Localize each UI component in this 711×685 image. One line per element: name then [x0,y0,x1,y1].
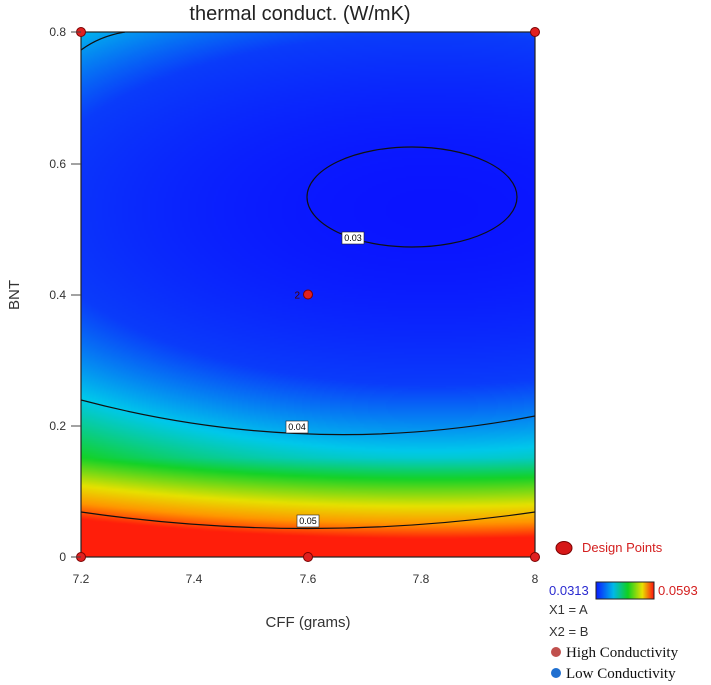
y-tick-label: 0.4 [49,288,66,302]
plot-area: 0.03 0.04 0.05 2 [76,27,540,562]
design-point [303,289,313,300]
contour-line-0.05 [81,511,535,530]
svg-text:0.04: 0.04 [288,422,306,432]
y-axis: 0 0.2 0.4 0.6 0.8 BNT [6,25,81,564]
legend-high-conductivity: High Conductivity [551,645,679,661]
x-tick-label: 7.8 [413,572,430,586]
x-tick-label: 7.2 [73,572,90,586]
design-point-count-label: 2 [294,291,300,302]
design-point [303,552,313,562]
legend-x2: X2 = B [549,624,588,639]
contour-label-0.03: 0.03 [341,231,365,245]
design-point [530,552,540,562]
color-scale-max: 0.0593 [658,583,698,598]
y-axis-label: BNT [6,280,23,310]
legend-low-conductivity: Low Conductivity [551,666,676,682]
contour-label-0.04: 0.04 [285,420,309,434]
design-point-marker-icon [555,541,573,555]
x-tick-label: 7.6 [300,572,317,586]
contour-label-0.05: 0.05 [296,514,320,528]
x-tick-label: 7.4 [186,572,203,586]
svg-text:Design Points: Design Points [582,540,663,555]
legend: Design Points 0.0313 0.0593 X1 = A X2 = … [549,540,698,682]
low-conductivity-marker-icon [551,668,561,678]
y-tick-label: 0.6 [49,157,66,171]
chart-title: thermal conduct. (W/mK) [189,3,410,25]
legend-x1: X1 = A [549,602,588,617]
color-scale-bar [595,581,655,600]
y-tick-label: 0 [59,550,66,564]
svg-text:0.03: 0.03 [344,233,362,243]
svg-text:0.05: 0.05 [299,516,317,526]
legend-color-scale: 0.0313 0.0593 [549,581,698,600]
design-point [530,27,540,37]
y-tick-label: 0.2 [49,419,66,433]
x-tick-label: 8 [532,572,539,586]
y-tick-label: 0.8 [49,25,66,39]
color-scale-min: 0.0313 [549,583,589,598]
x-axis: 7.2 7.4 7.6 7.8 8 CFF (grams) [73,572,539,631]
x-axis-label: CFF (grams) [266,614,351,631]
contour-line-0.03 [306,146,518,248]
svg-text:Low Conductivity: Low Conductivity [566,666,676,682]
svg-text:High Conductivity: High Conductivity [566,645,679,661]
high-conductivity-marker-icon [551,647,561,657]
contour-line-0.04 [81,399,535,436]
legend-design-points: Design Points [555,540,663,555]
contour-line-0.02-corner [81,32,126,51]
